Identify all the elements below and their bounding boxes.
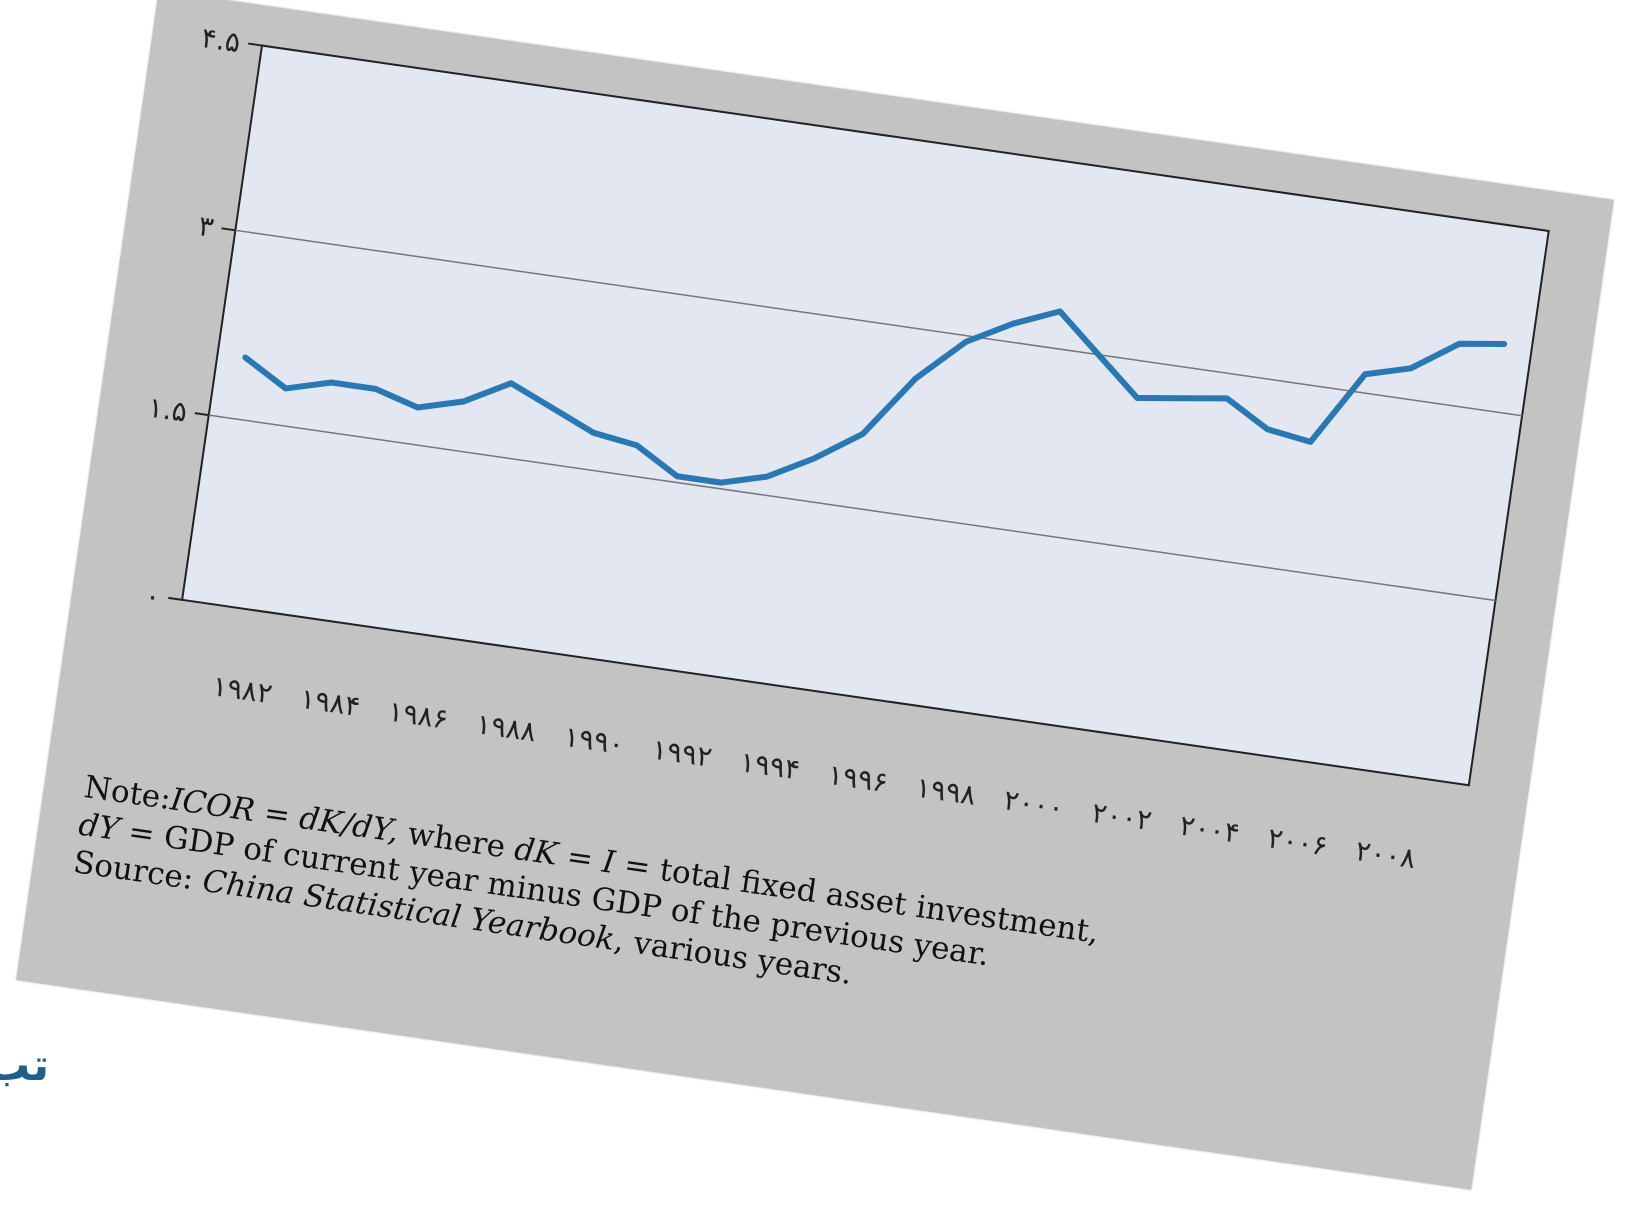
gridline-2 [235,229,1523,417]
data-point-2005 [1307,439,1313,445]
x-tick-label-3: ۱۹۸۸ [474,707,538,748]
data-point-2002 [1179,395,1185,401]
data-point-1991 [674,473,680,479]
x-tick-label-9: ۲۰۰۰ [1002,783,1066,824]
data-point-1994 [811,455,817,461]
data-point-1995 [860,431,866,437]
slide-title-fragment: تب [0,1040,50,1091]
data-point-2009 [1501,341,1507,347]
data-point-2001 [1134,395,1140,401]
x-tick-label-5: ۱۹۹۲ [650,733,714,774]
x-tick-label-1: ۱۹۸۴ [298,682,362,723]
x-tick-label-13: ۲۰۰۸ [1354,834,1418,875]
data-point-1989 [591,430,597,436]
x-tick-label-10: ۲۰۰۲ [1090,796,1154,837]
x-tick-label-7: ۱۹۹۶ [826,758,890,799]
x-tick-label-12: ۲۰۰۶ [1266,821,1330,862]
gridline-1 [208,414,1496,602]
plot-area [180,44,1550,787]
y-tick-label-2: ۳ [196,209,216,244]
data-point-1998 [1010,321,1016,327]
y-tick-mark-1 [194,412,209,417]
y-tick-mark-2 [221,227,236,232]
note-equals: = [554,837,606,880]
data-point-1999 [1057,308,1063,314]
data-point-1986 [460,398,466,404]
x-tick-label-0: ۱۹۸۲ [210,669,274,710]
y-tick-mark-0 [168,596,183,601]
data-point-1997 [963,339,969,345]
data-point-1984 [372,386,378,392]
data-point-1996 [913,376,919,382]
note-dk: dK [512,831,560,873]
x-tick-label-8: ۱۹۹۸ [914,771,978,812]
data-point-1992 [718,480,724,486]
x-tick-label-11: ۲۰۰۴ [1178,809,1242,850]
data-point-2003 [1224,395,1230,401]
data-point-1985 [415,404,421,410]
y-tick-mark-3 [247,42,263,47]
note-dy: dY [76,806,122,848]
data-point-2008 [1456,341,1462,347]
x-tick-label-4: ۱۹۹۰ [562,720,626,761]
y-tick-label-1: ۱.۵ [146,391,189,429]
data-point-1987 [508,380,514,386]
data-point-1988 [549,405,555,411]
data-point-1982 [283,385,289,391]
x-tick-label-2: ۱۹۸۶ [386,695,450,736]
data-point-1990 [634,442,640,448]
chart-figure: ۰ ۱.۵ ۳ ۴.۵ ۱۹۸۲ ۱۹۸۴ ۱۹۸۶ ۱۹۸۸ ۱۹۹۰ ۱۹۹۲ ۱۹۹۴ ۱۹۹۶… [16,0,1614,1190]
data-point-2006 [1362,371,1368,377]
data-point-2004 [1264,426,1270,432]
data-point-1993 [764,474,770,480]
data-point-1983 [329,379,335,385]
data-point-2000 [1096,352,1102,358]
x-tick-label-6: ۱۹۹۴ [738,745,802,786]
y-tick-label-3: ۴.۵ [199,21,242,59]
y-tick-label-0: ۰ [143,579,163,614]
data-point-2007 [1408,365,1414,371]
line-chart: ۰ ۱.۵ ۳ ۴.۵ ۱۹۸۲ ۱۹۸۴ ۱۹۸۶ ۱۹۸۸ ۱۹۹۰ ۱۹۹۲ ۱۹۹۴ ۱۹۹۶… [143,21,1550,875]
data-point-1981 [242,354,248,360]
